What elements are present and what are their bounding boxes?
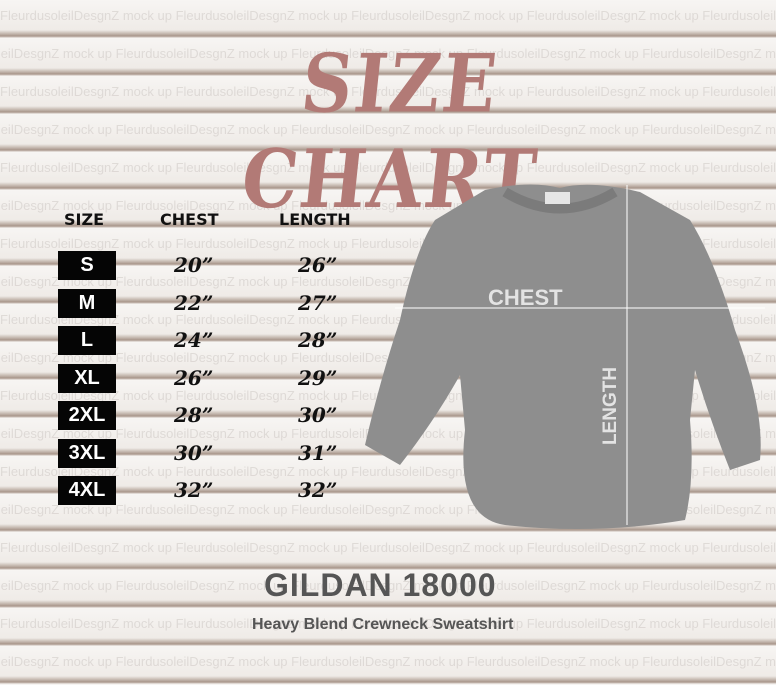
sweatshirt-image (365, 184, 765, 529)
length-value: 29” (298, 365, 338, 390)
watermark-text: FleurdusoleilDesgnZ mock up Fleurdusolei… (0, 616, 776, 631)
header-size: SIZE (64, 210, 105, 229)
length-value: 32” (298, 478, 338, 502)
chest-value: 26” (174, 365, 214, 390)
chest-label: CHEST (488, 285, 563, 310)
size-badge: L (58, 326, 116, 355)
size-badge: XL (58, 363, 116, 393)
watermark-text: FleurdusoleilDesgnZ mock up Fleurdusolei… (0, 84, 776, 99)
size-badge: 4XL (58, 476, 116, 505)
watermark-text: FleurdusoleilDesgnZ mock up Fleurdusolei… (0, 46, 776, 61)
watermark-text: FleurdusoleilDesgnZ mock up Fleurdusolei… (0, 654, 776, 669)
size-badge: S (58, 251, 116, 280)
size-badge: 2XL (58, 401, 116, 430)
length-value: 27” (298, 290, 338, 315)
chest-value: 30” (174, 440, 214, 465)
watermark-text: FleurdusoleilDesgnZ mock up Fleurdusolei… (0, 540, 776, 555)
length-value: 28” (298, 328, 338, 352)
length-value: 26” (298, 253, 338, 277)
chest-value: 28” (174, 403, 214, 427)
watermark-text: FleurdusoleilDesgnZ mock up Fleurdusolei… (0, 8, 776, 23)
chest-value: 32” (174, 478, 214, 502)
chest-value: 22” (174, 290, 214, 315)
header-length: LENGTH (279, 210, 351, 229)
size-badge: 3XL (58, 438, 116, 468)
watermark-text: FleurdusoleilDesgnZ mock up Fleurdusolei… (0, 160, 776, 175)
watermark-text: FleurdusoleilDesgnZ mock up Fleurdusolei… (0, 578, 776, 593)
product-name: GILDAN 18000 (264, 567, 497, 603)
product-description: Heavy Blend Crewneck Sweatshirt (252, 616, 514, 633)
chest-value: 20” (174, 253, 214, 277)
watermark-text: FleurdusoleilDesgnZ mock up Fleurdusolei… (0, 122, 776, 137)
chest-value: 24” (174, 328, 214, 352)
header-chest: CHEST (160, 210, 219, 229)
size-badge: M (58, 288, 116, 318)
length-value: 31” (298, 440, 338, 465)
sweatshirt-body (365, 184, 761, 529)
length-value: 30” (298, 403, 338, 427)
length-label: LENGTH (600, 366, 622, 446)
